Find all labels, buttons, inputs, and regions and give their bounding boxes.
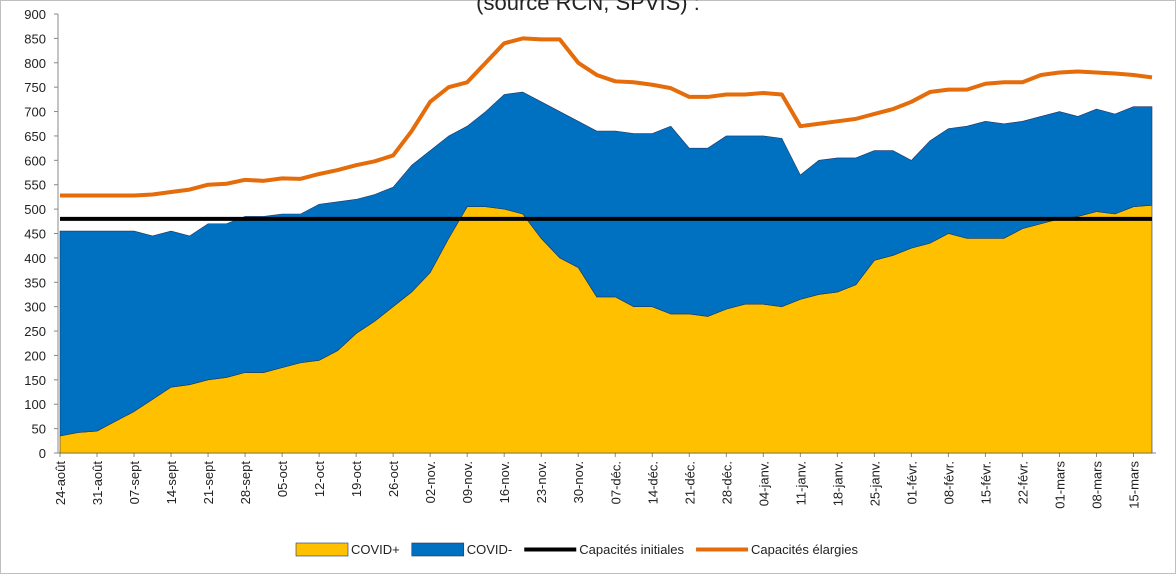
x-tick-label: 04-janv. (756, 461, 771, 506)
y-tick-label: 200 (24, 348, 46, 363)
y-tick-label: 900 (24, 7, 46, 22)
x-tick-label: 15-févr. (978, 461, 993, 504)
y-tick-label: 100 (24, 397, 46, 412)
y-tick-label: 600 (24, 153, 46, 168)
y-tick-label: 800 (24, 56, 46, 71)
y-tick-label: 250 (24, 324, 46, 339)
y-tick-label: 850 (24, 31, 46, 46)
x-tick-label: 31-août (90, 461, 105, 505)
x-tick-label: 11-janv. (793, 461, 808, 505)
x-tick-label: 07-sept (127, 461, 142, 505)
x-tick-label: 28-déc. (719, 461, 734, 504)
legend-label: COVID- (467, 542, 513, 557)
x-tick-label: 14-déc. (645, 461, 660, 504)
y-tick-label: 150 (24, 373, 46, 388)
legend-swatch (411, 542, 465, 557)
legend-label: Capacités élargies (751, 542, 858, 557)
x-tick-label: 01-mars (1052, 461, 1067, 509)
y-tick-label: 500 (24, 202, 46, 217)
x-tick-label: 15-mars (1126, 461, 1141, 509)
x-tick-label: 02-nov. (423, 461, 438, 503)
x-tick-label: 18-janv. (830, 461, 845, 506)
y-tick-label: 400 (24, 251, 46, 266)
x-tick-label: 28-sept (238, 461, 253, 505)
y-tick-label: 650 (24, 129, 46, 144)
chart-title: (source RCN, SPVIS) : (476, 0, 700, 15)
x-tick-label: 05-oct (275, 461, 290, 498)
y-tick-label: 50 (32, 422, 46, 437)
x-tick-label: 08-févr. (941, 461, 956, 504)
legend-label: Capacités initiales (579, 542, 684, 557)
x-tick-label: 25-janv. (867, 461, 882, 506)
x-tick-label: 07-déc. (608, 461, 623, 504)
x-tick-label: 19-oct (349, 461, 364, 498)
x-tick-label: 09-nov. (460, 461, 475, 503)
x-tick-label: 26-oct (386, 461, 401, 498)
legend-swatch (295, 542, 349, 557)
x-tick-label: 21-déc. (682, 461, 697, 504)
y-tick-label: 550 (24, 178, 46, 193)
area (59, 91, 1153, 437)
x-tick-label: 14-sept (164, 461, 179, 505)
y-tick-label: 300 (24, 300, 46, 315)
line (60, 36, 1153, 198)
x-tick-label: 22-févr. (1015, 461, 1030, 504)
y-tick-label: 350 (24, 275, 46, 290)
y-tick-label: 750 (24, 80, 46, 95)
x-tick-label: 12-oct (312, 461, 327, 498)
y-tick-label: 700 (24, 105, 46, 120)
x-tick-label: 24-août (53, 461, 68, 505)
x-tick-label: 30-nov. (571, 461, 586, 503)
x-tick-label: 21-sept (201, 461, 216, 505)
y-tick-label: 0 (39, 446, 46, 461)
x-tick-label: 23-nov. (534, 461, 549, 503)
y-tick-label: 450 (24, 227, 46, 242)
x-tick-label: 08-mars (1089, 461, 1104, 509)
legend-label: COVID+ (351, 542, 400, 557)
x-tick-label: 01-févr. (904, 461, 919, 504)
x-tick-label: 16-nov. (497, 461, 512, 503)
